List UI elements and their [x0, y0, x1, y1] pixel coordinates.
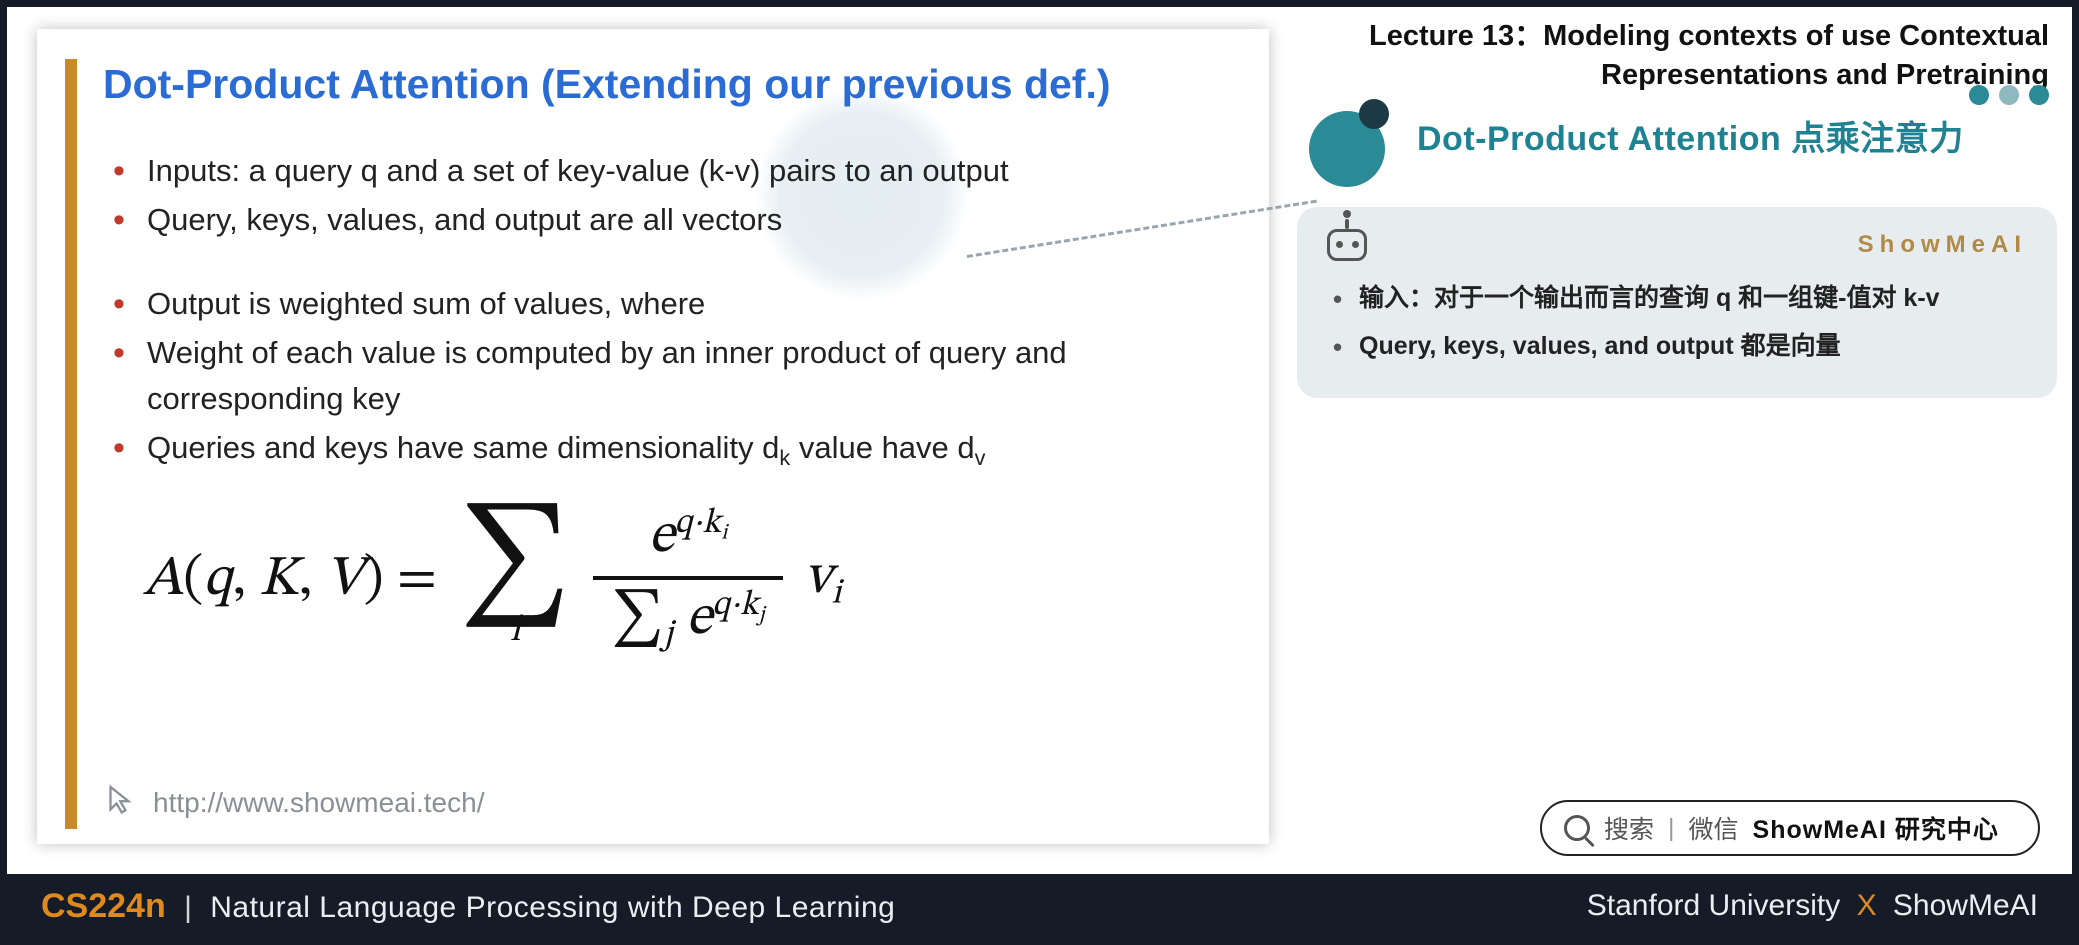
- corner-dots: [1969, 85, 2049, 105]
- dim-sub2: v: [975, 445, 986, 470]
- bullet-item: Query, keys, values, and output are all …: [103, 197, 1231, 244]
- search-pill[interactable]: 搜索 | 微信 ShowMeAI 研究中心: [1540, 800, 2040, 856]
- f-v-sub: i: [831, 578, 841, 612]
- f-A: A: [143, 552, 183, 608]
- lecture-label: Lecture 13：Modeling contexts of use Cont…: [1297, 17, 2057, 95]
- dim-prefix: Queries and keys have same dimensionalit…: [147, 430, 779, 465]
- footer-bar: CS224n | Natural Language Processing wit…: [7, 874, 2072, 938]
- formula-numerator: eq·ki: [631, 498, 746, 576]
- right-column: Lecture 13：Modeling contexts of use Cont…: [1297, 17, 2057, 398]
- formula-fraction: eq·ki ∑j eq·kj: [593, 498, 782, 661]
- slide-footer: http://www.showmeai.tech/: [103, 781, 484, 824]
- f-close: ) =: [364, 552, 437, 608]
- bullet-item: Weight of each value is computed by an i…: [103, 330, 1231, 423]
- slide-card: Dot-Product Attention (Extending our pre…: [37, 29, 1269, 844]
- search-prefix: 搜索: [1604, 810, 1654, 846]
- f-den-sigma-sub: j: [664, 619, 673, 653]
- f-v: v: [805, 550, 832, 606]
- cursor-icon: [103, 781, 139, 824]
- f-open: (: [183, 552, 203, 608]
- f-den-exp: q·k: [712, 589, 759, 623]
- footer-uni: Stanford University: [1587, 889, 1840, 922]
- note-item: 输入：对于一个输出而言的查询 q 和一组键-值对 k-v: [1327, 275, 2027, 323]
- topic-row: Dot-Product Attention 点乘注意力: [1297, 99, 2057, 171]
- formula-denominator: ∑j eq·kj: [593, 580, 782, 661]
- f-V: V: [326, 552, 364, 608]
- note-item: Query, keys, values, and output 都是向量: [1327, 323, 2027, 371]
- f-sum-index: i: [510, 614, 521, 648]
- f-den-e: e: [686, 591, 712, 647]
- footer-x: X: [1857, 889, 1877, 922]
- slide-bullets-top: Inputs: a query q and a set of key-value…: [103, 148, 1231, 243]
- note-list: 输入：对于一个输出而言的查询 q 和一组键-值对 k-v Query, keys…: [1327, 275, 2027, 370]
- f-K: K: [259, 552, 298, 608]
- brand-label: ShowMeAI: [1858, 231, 2027, 259]
- search-icon: [1564, 815, 1590, 841]
- slide-link[interactable]: http://www.showmeai.tech/: [153, 787, 484, 819]
- f-num-exp: q·k: [675, 507, 722, 541]
- robot-icon: [1327, 229, 1367, 261]
- page-frame: Dot-Product Attention (Extending our pre…: [0, 0, 2079, 945]
- circle-decor: [1297, 103, 1401, 167]
- note-card: ShowMeAI 输入：对于一个输出而言的查询 q 和一组键-值对 k-v Qu…: [1297, 207, 2057, 398]
- formula-tail: vi: [805, 543, 842, 616]
- bullet-item: Output is weighted sum of values, where: [103, 281, 1231, 328]
- slide-title: Dot-Product Attention (Extending our pre…: [103, 61, 1231, 108]
- topic-title: Dot-Product Attention 点乘注意力: [1417, 111, 1964, 160]
- search-mid: 微信: [1689, 810, 1739, 846]
- formula-sum: ∑ i: [459, 512, 571, 648]
- dim-sub1: k: [779, 445, 790, 470]
- f-c2: ,: [299, 552, 326, 608]
- f-num-exp-sub: i: [721, 523, 727, 544]
- dim-mid: value have d: [790, 430, 974, 465]
- search-bold: ShowMeAI 研究中心: [1753, 810, 1999, 846]
- slide-accent-bar: [65, 59, 77, 829]
- f-num-e: e: [649, 509, 675, 565]
- footer-right: Stanford University X ShowMeAI: [1587, 889, 2038, 923]
- course-code: CS224n: [41, 887, 166, 925]
- f-den-exp-sub: j: [759, 605, 765, 626]
- f-c1: ,: [232, 552, 259, 608]
- formula-lhs: A(q, K, V) =: [143, 545, 437, 615]
- f-q: q: [203, 552, 232, 608]
- footer-org: ShowMeAI: [1893, 889, 2038, 922]
- bullet-item: Inputs: a query q and a set of key-value…: [103, 148, 1231, 195]
- attention-formula: A(q, K, V) = ∑ i eq·ki ∑j eq·kj vi: [143, 498, 1231, 661]
- slide-bullets-bottom: Output is weighted sum of values, where …: [103, 281, 1231, 474]
- search-sep: |: [1668, 814, 1675, 843]
- footer-left: CS224n | Natural Language Processing wit…: [41, 887, 895, 926]
- course-name: Natural Language Processing with Deep Le…: [210, 891, 895, 924]
- bullet-item-dim: Queries and keys have same dimensionalit…: [103, 425, 1231, 475]
